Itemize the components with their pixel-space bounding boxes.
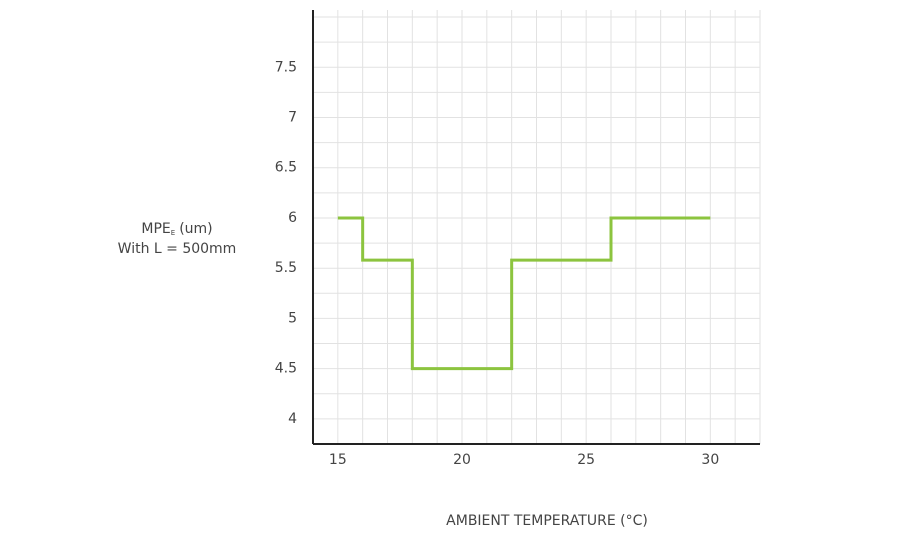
y-tick-label: 4 [288,411,297,427]
y-tick-label: 7.5 [275,59,297,75]
y-tick-label: 6.5 [275,160,297,176]
x-tick-label: 30 [701,452,719,468]
y-label-text: MPE [141,221,170,237]
x-tick-label: 15 [329,452,347,468]
y-tick-label: 5 [288,310,297,326]
y-axis-label-line2: With L = 500mm [118,241,237,257]
y-tick-label: 4.5 [275,361,297,377]
x-tick-label: 25 [577,452,595,468]
y-tick-label: 7 [288,109,297,125]
x-axis-label: AMBIENT TEMPERATURE (°C) [446,513,648,529]
y-label-subscript: E [171,229,175,237]
y-axis-label: MPEE (um) [141,221,212,237]
y-tick-label: 6 [288,210,297,226]
y-tick-label: 5.5 [275,260,297,276]
y-label-suffix: (um) [179,221,212,237]
data-line [337,216,711,371]
x-tick-label: 20 [453,452,471,468]
